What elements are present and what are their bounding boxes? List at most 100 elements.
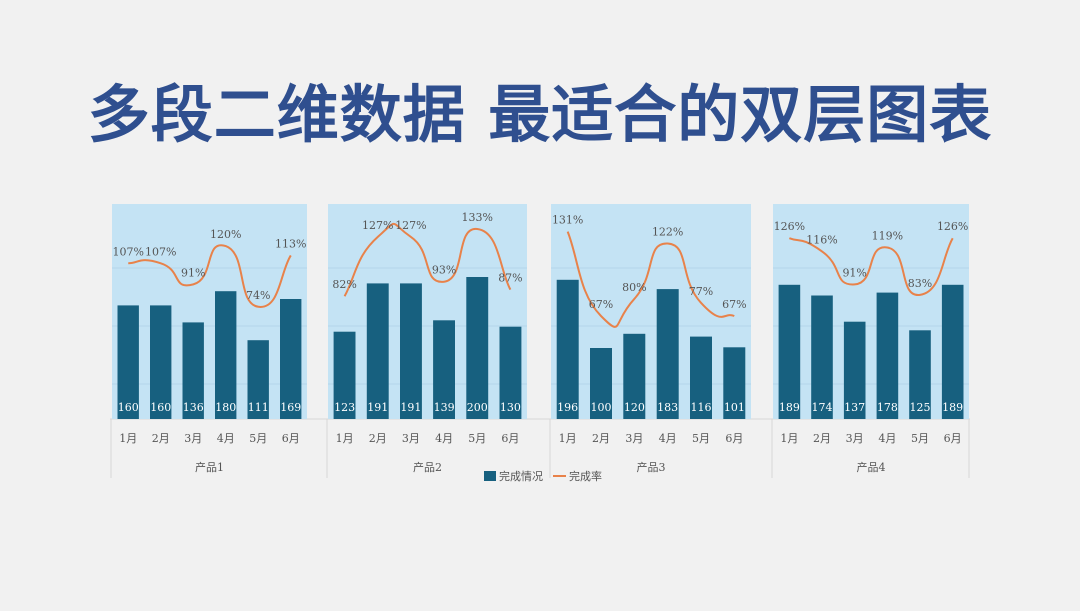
bar xyxy=(150,305,172,419)
month-tick-label: 1月 xyxy=(119,432,137,445)
bar-value-label: 191 xyxy=(367,401,388,414)
bar-value-label: 180 xyxy=(215,401,236,414)
rate-data-label: 93% xyxy=(432,264,456,277)
panel-background xyxy=(328,204,527,419)
rate-data-label: 126% xyxy=(937,220,968,233)
bar xyxy=(400,283,422,419)
month-tick-label: 1月 xyxy=(780,432,798,445)
rate-data-label: 122% xyxy=(652,226,683,239)
bar-value-label: 183 xyxy=(657,401,678,414)
rate-data-label: 83% xyxy=(908,277,932,290)
bar xyxy=(433,320,455,419)
legend: 完成情况 完成率 xyxy=(484,469,602,483)
month-tick-label: 3月 xyxy=(846,432,864,445)
bar-value-label: 169 xyxy=(280,401,301,414)
bar xyxy=(280,299,302,419)
month-tick-label: 5月 xyxy=(692,432,710,445)
month-tick-label: 4月 xyxy=(878,432,896,445)
panel-background xyxy=(112,204,307,419)
bar xyxy=(499,326,522,419)
month-tick-label: 4月 xyxy=(217,432,235,445)
month-tick-label: 5月 xyxy=(249,432,267,445)
month-tick-label: 6月 xyxy=(282,432,300,445)
bar-value-label: 191 xyxy=(400,401,421,414)
bar xyxy=(723,347,746,419)
bar-value-label: 137 xyxy=(844,401,865,414)
rate-line xyxy=(788,237,954,296)
rate-data-label: 87% xyxy=(498,272,522,285)
bar-value-label: 130 xyxy=(500,401,521,414)
bar-value-label: 189 xyxy=(779,401,800,414)
group-label: 产品1 xyxy=(195,460,224,474)
month-tick-label: 1月 xyxy=(559,432,577,445)
group-4: 1891月1742月1373月1784月1255月1896月126%116%91… xyxy=(771,204,969,478)
rate-line xyxy=(566,231,735,328)
rate-data-label: 126% xyxy=(774,220,805,233)
month-tick-label: 3月 xyxy=(402,432,420,445)
rate-data-label: 107% xyxy=(113,245,144,258)
month-tick-label: 6月 xyxy=(501,432,519,445)
legend-bar-label: 完成情况 xyxy=(499,469,543,483)
bar-value-label: 101 xyxy=(724,401,745,414)
month-tick-label: 3月 xyxy=(625,432,643,445)
rate-line xyxy=(128,244,292,308)
bar xyxy=(182,322,204,419)
bar-value-label: 116 xyxy=(691,401,712,414)
month-tick-label: 2月 xyxy=(152,432,170,445)
bar xyxy=(778,284,801,419)
bar-value-label: 196 xyxy=(557,401,578,414)
rate-data-label: 77% xyxy=(689,285,713,298)
month-tick-label: 6月 xyxy=(725,432,743,445)
bar xyxy=(117,305,139,419)
month-tick-label: 3月 xyxy=(184,432,202,445)
rate-data-label: 91% xyxy=(181,266,205,279)
month-tick-label: 2月 xyxy=(369,432,387,445)
bar xyxy=(590,348,612,419)
rate-data-label: 113% xyxy=(275,237,306,250)
month-tick-label: 5月 xyxy=(468,432,486,445)
group-label: 产品4 xyxy=(857,460,886,474)
panel-background xyxy=(551,204,751,419)
bar-value-label: 200 xyxy=(467,401,488,414)
bar-value-label: 160 xyxy=(150,401,171,414)
group-3: 196 1月 100 2月 120 3月 183 4月 116 5月 101 6月 131% 67% 80%… xyxy=(549,204,751,478)
bar xyxy=(623,333,646,419)
rate-data-label: 67% xyxy=(722,298,746,311)
group-2: 123 1月 191 2月 191 3月 139 4月 200 5月 130 6月 82% 127% 127… xyxy=(326,204,527,478)
group-label: 产品3 xyxy=(637,460,666,474)
bar xyxy=(366,283,389,419)
month-tick-label: 6月 xyxy=(944,432,962,445)
rate-data-label: 131% xyxy=(552,214,583,227)
panel-background xyxy=(773,204,969,419)
rate-data-label: 119% xyxy=(872,229,903,242)
bar-value-label: 178 xyxy=(877,401,898,414)
bar xyxy=(909,330,931,420)
rate-data-label: 133% xyxy=(462,211,493,224)
bar xyxy=(690,336,712,419)
bar xyxy=(466,277,489,419)
bar-value-label: 189 xyxy=(942,401,963,414)
bar xyxy=(333,331,356,419)
month-tick-label: 5月 xyxy=(911,432,929,445)
rate-data-label: 80% xyxy=(622,281,646,294)
rate-data-label: 116% xyxy=(806,233,837,246)
month-tick-label: 2月 xyxy=(592,432,610,445)
rate-data-label: 82% xyxy=(332,278,356,291)
month-tick-label: 4月 xyxy=(435,432,453,445)
bar-value-label: 160 xyxy=(118,401,139,414)
rate-data-label: 127% xyxy=(362,219,393,232)
bar xyxy=(556,279,579,419)
month-tick-label: 2月 xyxy=(813,432,831,445)
rate-data-label: 74% xyxy=(246,289,270,302)
bar-value-label: 100 xyxy=(591,401,612,414)
legend-line-label: 完成率 xyxy=(569,469,602,483)
group-1: 160 1月 160 2月 136 3月 180 4月 111 5月 169 6月 107% 107% 91… xyxy=(110,204,307,478)
rate-data-label: 91% xyxy=(842,266,866,279)
bar xyxy=(215,291,237,419)
rate-data-label: 107% xyxy=(145,245,176,258)
bar xyxy=(876,292,899,419)
group-label: 产品2 xyxy=(413,460,442,474)
bar-value-label: 120 xyxy=(624,401,645,414)
